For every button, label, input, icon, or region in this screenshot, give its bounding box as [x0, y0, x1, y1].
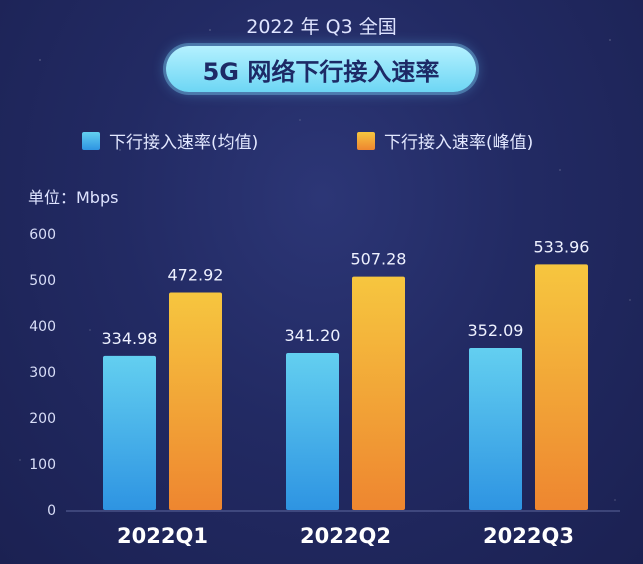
bar-avg — [286, 353, 339, 510]
bar-peak — [169, 292, 222, 510]
page-subtitle: 2022 年 Q3 全国 — [246, 16, 397, 38]
legend-swatch-peak — [357, 131, 375, 150]
y-tick-label: 500 — [29, 273, 56, 289]
chart-title-text: 5G 网络下行接入速率 — [202, 57, 440, 86]
value-label-avg: 352.09 — [468, 321, 524, 340]
legend-item-peak: 下行接入速率(峰值) — [357, 128, 533, 153]
y-tick-label: 100 — [29, 457, 56, 473]
bar-peak — [352, 276, 405, 510]
value-label-peak: 533.96 — [534, 237, 590, 256]
x-category-label: 2022Q2 — [300, 524, 391, 548]
legend-swatch-avg — [82, 131, 100, 150]
y-tick-label: 300 — [29, 365, 56, 381]
legend-label-peak: 下行接入速率(峰值) — [384, 133, 534, 153]
y-tick-label: 400 — [29, 319, 56, 335]
y-tick-label: 600 — [29, 227, 56, 243]
value-label-avg: 334.98 — [102, 329, 158, 348]
y-tick-label: 200 — [29, 411, 56, 427]
chart-title: 5G 网络下行接入速率 — [166, 46, 476, 92]
unit-label: 单位：Mbps — [28, 188, 119, 207]
bar-avg — [469, 348, 522, 510]
x-category-label: 2022Q3 — [483, 524, 574, 548]
legend-label-avg: 下行接入速率(均值) — [109, 133, 259, 153]
bar-peak — [535, 264, 588, 510]
x-category-label: 2022Q1 — [117, 524, 208, 548]
y-tick-label: 0 — [47, 503, 56, 519]
bar-avg — [103, 355, 156, 510]
value-label-peak: 472.92 — [168, 265, 224, 284]
legend-item-avg: 下行接入速率(均值) — [82, 128, 258, 153]
value-label-peak: 507.28 — [351, 250, 407, 269]
value-label-avg: 341.20 — [285, 326, 341, 345]
